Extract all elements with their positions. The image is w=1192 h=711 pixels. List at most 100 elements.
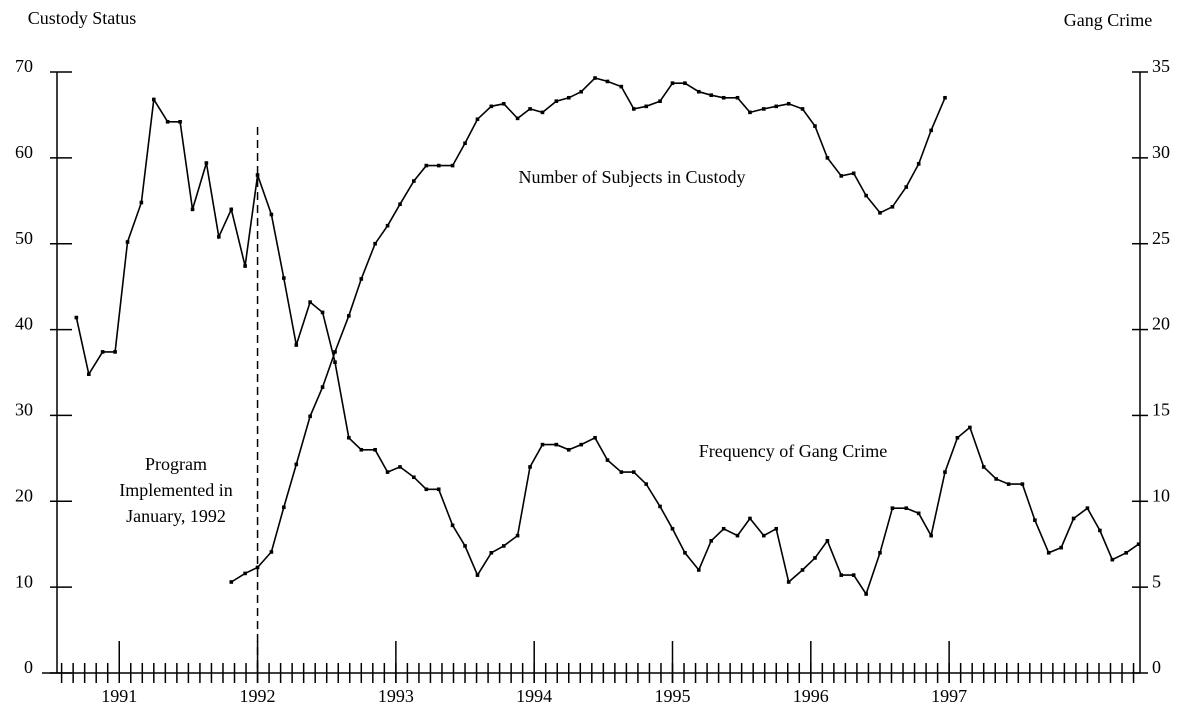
annotation: Program bbox=[145, 454, 207, 474]
point bbox=[619, 470, 624, 474]
series-label: Number of Subjects in Custody bbox=[519, 167, 746, 187]
point bbox=[1085, 506, 1090, 510]
y2-tick-label: 15 bbox=[1152, 400, 1170, 420]
point bbox=[450, 163, 455, 168]
x-tick-label: 1997 bbox=[931, 686, 967, 706]
point bbox=[878, 551, 882, 555]
y2-tick-label: 5 bbox=[1152, 571, 1161, 591]
point bbox=[890, 204, 895, 209]
point bbox=[943, 95, 947, 100]
point bbox=[943, 470, 947, 474]
y2-axis-label: Gang Crime bbox=[1064, 10, 1152, 30]
point bbox=[125, 240, 130, 244]
point bbox=[74, 315, 79, 320]
point bbox=[800, 568, 805, 572]
point bbox=[320, 385, 325, 389]
point bbox=[229, 207, 234, 212]
point bbox=[1046, 551, 1051, 555]
point bbox=[1136, 542, 1141, 547]
point bbox=[308, 300, 312, 304]
point bbox=[968, 425, 972, 430]
point bbox=[1006, 482, 1011, 486]
point bbox=[152, 97, 156, 102]
point bbox=[1098, 528, 1102, 533]
point bbox=[864, 193, 868, 198]
y2-tick-label: 20 bbox=[1152, 314, 1170, 334]
point bbox=[269, 550, 274, 554]
point bbox=[696, 568, 701, 572]
point bbox=[308, 414, 312, 419]
point bbox=[87, 372, 91, 377]
point bbox=[579, 442, 584, 447]
point bbox=[774, 526, 779, 531]
point bbox=[916, 511, 921, 516]
point bbox=[229, 580, 234, 584]
point bbox=[658, 99, 662, 103]
point bbox=[475, 573, 480, 577]
annotation: Implemented in bbox=[119, 480, 232, 500]
point bbox=[501, 544, 506, 548]
point bbox=[748, 516, 752, 521]
point bbox=[1059, 545, 1063, 550]
point bbox=[282, 505, 286, 510]
point bbox=[489, 104, 494, 109]
point bbox=[631, 470, 636, 474]
series-label: Frequency of Gang Crime bbox=[699, 441, 887, 461]
point bbox=[864, 592, 868, 596]
point bbox=[540, 110, 545, 115]
point bbox=[748, 110, 752, 115]
point bbox=[929, 128, 933, 133]
point bbox=[269, 212, 274, 217]
point bbox=[916, 162, 921, 166]
x-tick-label: 1991 bbox=[101, 686, 137, 706]
point bbox=[825, 156, 830, 160]
point bbox=[373, 241, 377, 246]
point bbox=[696, 89, 701, 94]
point bbox=[243, 264, 247, 268]
y2-tick-label: 25 bbox=[1152, 228, 1170, 248]
point bbox=[605, 79, 610, 84]
point bbox=[566, 95, 571, 100]
point bbox=[619, 84, 624, 89]
point bbox=[347, 435, 351, 440]
point bbox=[579, 89, 584, 94]
point bbox=[994, 477, 998, 481]
y-tick-label: 40 bbox=[15, 314, 33, 334]
point bbox=[359, 277, 364, 281]
point bbox=[113, 350, 117, 354]
point bbox=[294, 343, 299, 347]
point bbox=[424, 487, 429, 492]
point bbox=[436, 487, 441, 492]
point bbox=[501, 101, 506, 106]
point bbox=[786, 580, 791, 584]
point bbox=[735, 95, 740, 100]
y-tick-label: 50 bbox=[15, 228, 33, 248]
point bbox=[528, 107, 532, 111]
point bbox=[644, 482, 649, 486]
point bbox=[709, 538, 714, 543]
y2-tick-label: 0 bbox=[1152, 657, 1161, 677]
x-tick-label: 1993 bbox=[378, 686, 414, 706]
point bbox=[851, 171, 856, 176]
point bbox=[670, 81, 675, 85]
point bbox=[424, 163, 429, 168]
point bbox=[554, 442, 559, 447]
point bbox=[904, 506, 909, 510]
point bbox=[1071, 516, 1076, 521]
point bbox=[800, 107, 805, 111]
point bbox=[593, 435, 597, 440]
point bbox=[528, 465, 532, 469]
y-tick-label: 60 bbox=[15, 142, 33, 162]
point bbox=[515, 116, 520, 121]
point bbox=[255, 565, 260, 570]
point bbox=[670, 526, 675, 531]
point bbox=[178, 119, 182, 124]
point bbox=[398, 465, 402, 469]
point bbox=[786, 101, 791, 106]
point bbox=[385, 470, 390, 474]
annotation: January, 1992 bbox=[126, 506, 226, 526]
y2-tick-label: 10 bbox=[1152, 485, 1170, 505]
point bbox=[412, 179, 416, 183]
point bbox=[165, 119, 170, 124]
